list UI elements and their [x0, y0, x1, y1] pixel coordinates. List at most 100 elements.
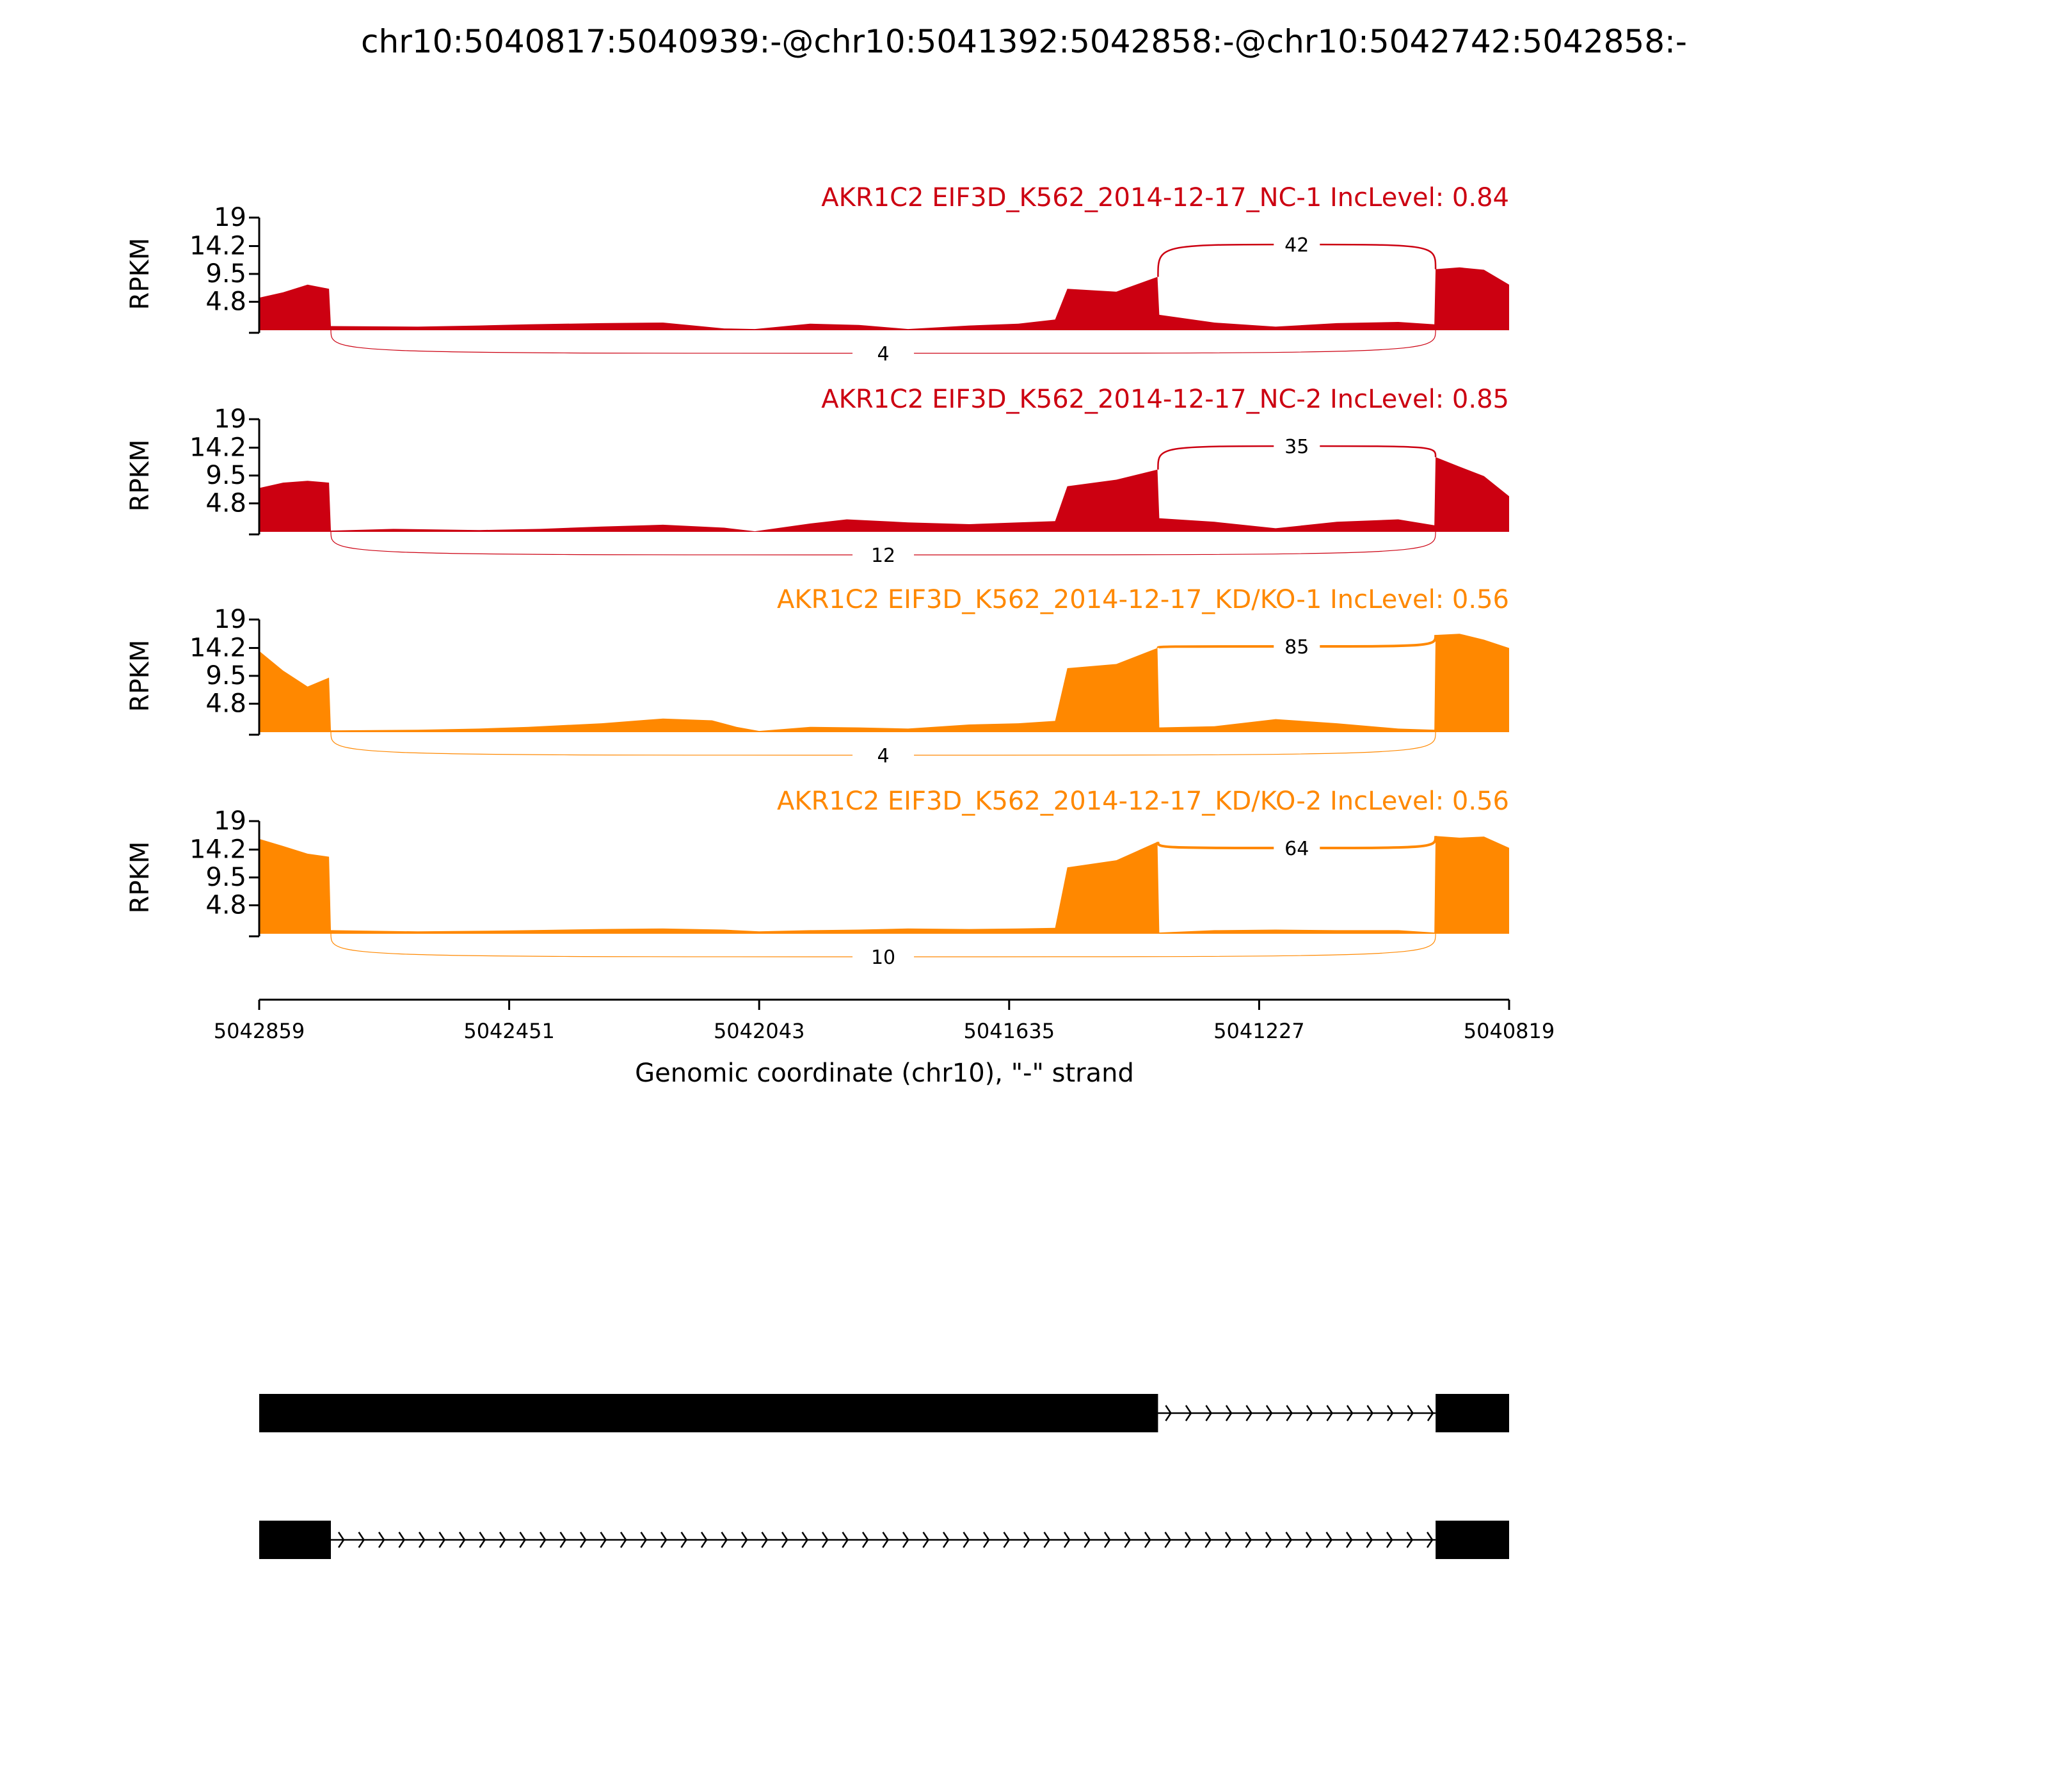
junction-label-bg — [1274, 635, 1320, 657]
coverage-area — [259, 634, 1509, 732]
strand-arrow — [1265, 1532, 1272, 1548]
x-axis: 5042859 5042451 5042043 5041635 5041227 50408… — [214, 998, 1555, 1043]
strand-arrow — [1426, 1532, 1434, 1548]
strand-arrow — [378, 1532, 385, 1548]
strand-arrow — [721, 1532, 728, 1548]
x-tick-label: 5040819 — [1464, 1019, 1555, 1043]
chart-title: chr10:5040817:5040939:-@chr10:5041392:50… — [361, 23, 1687, 60]
junction-label-bg — [1274, 435, 1320, 456]
junction-label-bg — [1274, 836, 1320, 858]
isoform-models — [259, 1394, 1509, 1559]
inclusion-junction-count: 42 — [1284, 234, 1309, 257]
y-tick-label: 4.8 — [205, 689, 246, 719]
x-tick-label: 5041227 — [1213, 1019, 1305, 1043]
strand-arrow — [600, 1532, 607, 1548]
strand-arrow — [1245, 1532, 1252, 1548]
track-label: AKR1C2 EIF3D_K562_2014-12-17_NC-1 IncLev… — [821, 183, 1509, 212]
strand-arrow — [781, 1532, 788, 1548]
strand-arrow — [902, 1532, 909, 1548]
x-axis-label: Genomic coordinate (chr10), "-" strand — [635, 1059, 1134, 1088]
strand-arrow — [1366, 1532, 1373, 1548]
strand-arrow — [458, 1532, 466, 1548]
junction-label-bg — [852, 744, 915, 765]
exon-block — [1436, 1521, 1509, 1559]
strand-arrow — [761, 1532, 769, 1548]
strand-arrow — [1164, 1532, 1172, 1548]
strand-arrow — [499, 1532, 506, 1548]
y-tick-label: 14.2 — [189, 835, 246, 864]
y-tick-label: 4.8 — [205, 489, 246, 518]
strand-arrow — [1205, 1405, 1212, 1421]
exon-block — [1436, 1394, 1509, 1432]
y-tick-label: 19 — [214, 605, 246, 634]
strand-arrow — [1245, 1405, 1252, 1421]
strand-arrow — [1063, 1532, 1071, 1548]
junction-label-bg — [852, 543, 915, 565]
strand-arrow — [821, 1532, 829, 1548]
x-tick-label: 5042043 — [714, 1019, 805, 1043]
track-label: AKR1C2 EIF3D_K562_2014-12-17_NC-2 IncLev… — [821, 385, 1509, 414]
strand-arrow — [1386, 1532, 1393, 1548]
strand-arrow — [1427, 1405, 1434, 1421]
strand-arrow — [680, 1532, 688, 1548]
strand-arrow — [1144, 1532, 1151, 1548]
strand-arrow — [1286, 1405, 1293, 1421]
strand-arrow — [660, 1532, 668, 1548]
y-axis-label: RPKM — [125, 640, 155, 712]
strand-arrow — [1285, 1532, 1293, 1548]
strand-arrow — [1003, 1532, 1011, 1548]
y-tick-label: 9.5 — [205, 259, 246, 289]
x-tick-label: 5042859 — [214, 1019, 305, 1043]
strand-arrow — [1084, 1532, 1091, 1548]
strand-arrow — [842, 1532, 849, 1548]
y-tick-label: 14.2 — [189, 633, 246, 662]
strand-arrow — [519, 1532, 527, 1548]
strand-arrow — [1103, 1532, 1111, 1548]
skipping-junction-count: 4 — [877, 745, 890, 767]
junction-label-bg — [852, 342, 915, 364]
strand-arrow — [1185, 1405, 1192, 1421]
strand-arrow — [358, 1532, 365, 1548]
y-axis-label: RPKM — [125, 440, 155, 512]
y-tick-label: 19 — [214, 203, 246, 232]
strand-arrow — [1326, 1405, 1333, 1421]
strand-arrow — [861, 1532, 869, 1548]
strand-arrow — [438, 1532, 446, 1548]
strand-arrow — [640, 1532, 648, 1548]
strand-arrow — [1406, 1532, 1414, 1548]
strand-arrow — [1124, 1532, 1132, 1548]
y-tick-label: 9.5 — [205, 863, 246, 892]
coverage-area — [259, 267, 1509, 330]
x-tick-label: 5041635 — [964, 1019, 1055, 1043]
y-tick-label: 19 — [214, 806, 246, 836]
strand-arrow — [922, 1532, 930, 1548]
y-tick-label: 4.8 — [205, 287, 246, 317]
strand-arrow — [942, 1532, 950, 1548]
strand-arrow — [1346, 1405, 1354, 1421]
skipping-junction-count: 10 — [871, 947, 895, 969]
strand-arrow — [1325, 1532, 1333, 1548]
inclusion-junction-count: 85 — [1284, 636, 1309, 659]
strand-arrow — [1225, 1405, 1233, 1421]
strand-arrow — [963, 1532, 970, 1548]
y-axis-label: RPKM — [125, 238, 155, 310]
isoform — [259, 1394, 1509, 1432]
strand-arrow — [882, 1532, 890, 1548]
strand-arrow — [1165, 1405, 1172, 1421]
inclusion-junction-count: 35 — [1284, 436, 1309, 458]
coverage-area — [259, 836, 1509, 934]
strand-arrow — [1204, 1532, 1212, 1548]
strand-arrow — [1305, 1532, 1313, 1548]
strand-arrow — [1345, 1532, 1353, 1548]
y-tick-label: 9.5 — [205, 461, 246, 490]
exon-block — [259, 1521, 332, 1559]
isoform — [259, 1521, 1509, 1559]
strand-arrow — [1366, 1405, 1373, 1421]
strand-arrow — [539, 1532, 547, 1548]
strand-arrow — [1407, 1405, 1414, 1421]
strand-arrow — [479, 1532, 486, 1548]
